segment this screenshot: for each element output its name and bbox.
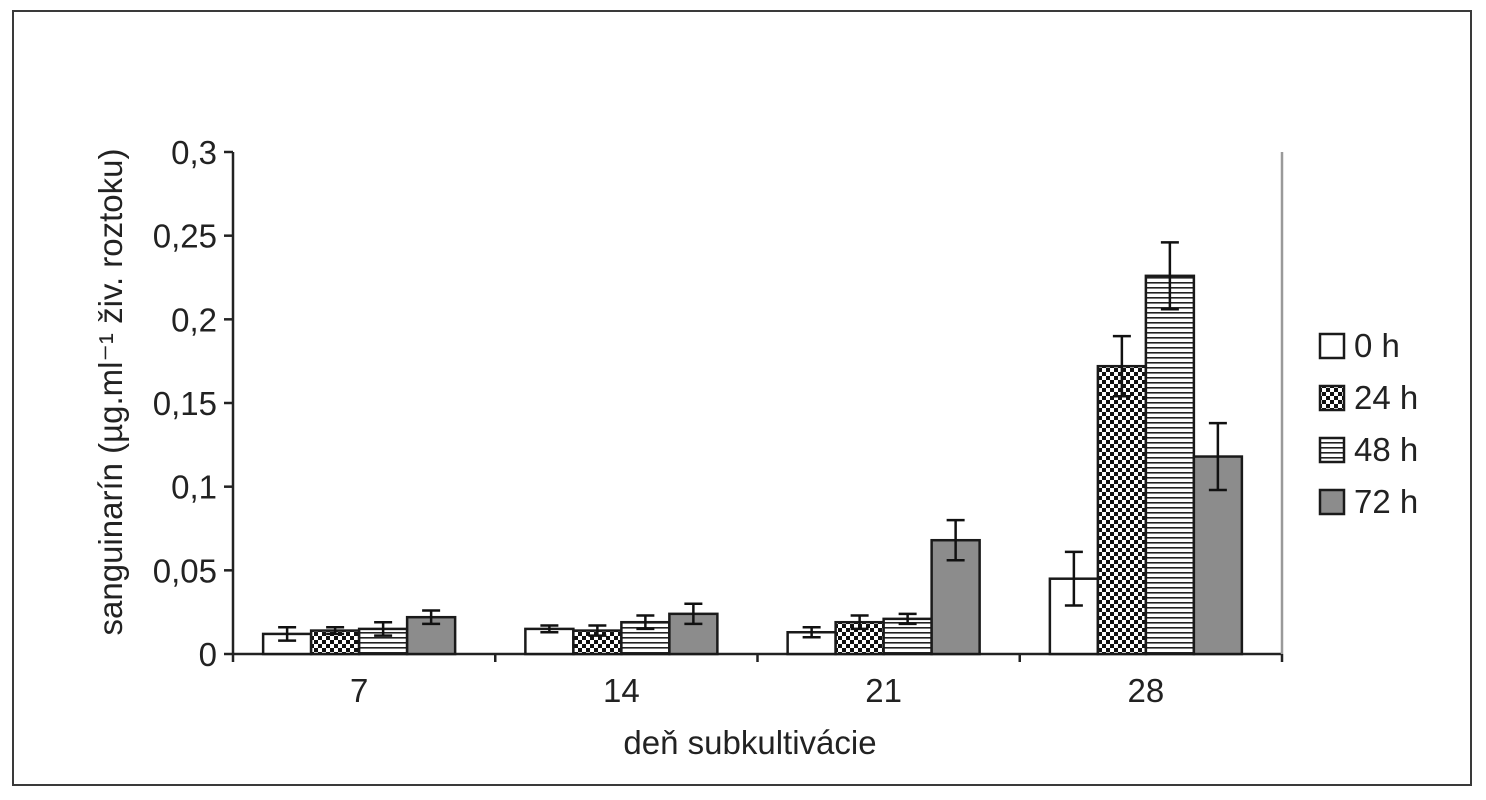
x-tick-label: 7 [350, 672, 368, 709]
x-tick-label: 28 [1128, 672, 1165, 709]
legend-swatch [1318, 384, 1346, 412]
y-tick-label: 0,05 [153, 552, 217, 589]
x-tick-label: 21 [865, 672, 902, 709]
legend-swatch [1318, 332, 1346, 360]
y-tick-label: 0,25 [153, 218, 217, 255]
x-tick-label: 14 [603, 672, 640, 709]
legend-swatch [1318, 436, 1346, 464]
y-tick-label: 0,15 [153, 385, 217, 422]
y-tick-label: 0,3 [171, 134, 217, 171]
legend-label: 0 h [1354, 327, 1400, 364]
bar [1096, 364, 1148, 656]
y-tick-label: 0,2 [171, 301, 217, 338]
legend-label: 24 h [1354, 379, 1418, 416]
y-tick-label: 0 [199, 636, 217, 673]
y-axis-label: sanguinarín (µg.ml⁻¹ živ. roztoku) [92, 149, 129, 636]
legend: 0 h 24 h 48 h 72 h [1318, 327, 1418, 520]
legend-label: 72 h [1354, 483, 1418, 520]
legend-label: 48 h [1354, 431, 1418, 468]
y-tick-label: 0,1 [171, 469, 217, 506]
x-axis-label: deň subkultivácie [623, 724, 876, 761]
legend-swatch [1318, 488, 1346, 516]
bar-chart: 0 0,05 0,1 0,15 0,2 0,25 0,3 7 14 21 28 sanguinarí… [92, 134, 1418, 761]
plot-area: 0 0,05 0,1 0,15 0,2 0,25 0,3 7 14 21 28 [153, 134, 1284, 709]
bar [1144, 274, 1196, 656]
chart-frame: 0 0,05 0,1 0,15 0,2 0,25 0,3 7 14 21 28 sanguinarí… [12, 10, 1472, 786]
